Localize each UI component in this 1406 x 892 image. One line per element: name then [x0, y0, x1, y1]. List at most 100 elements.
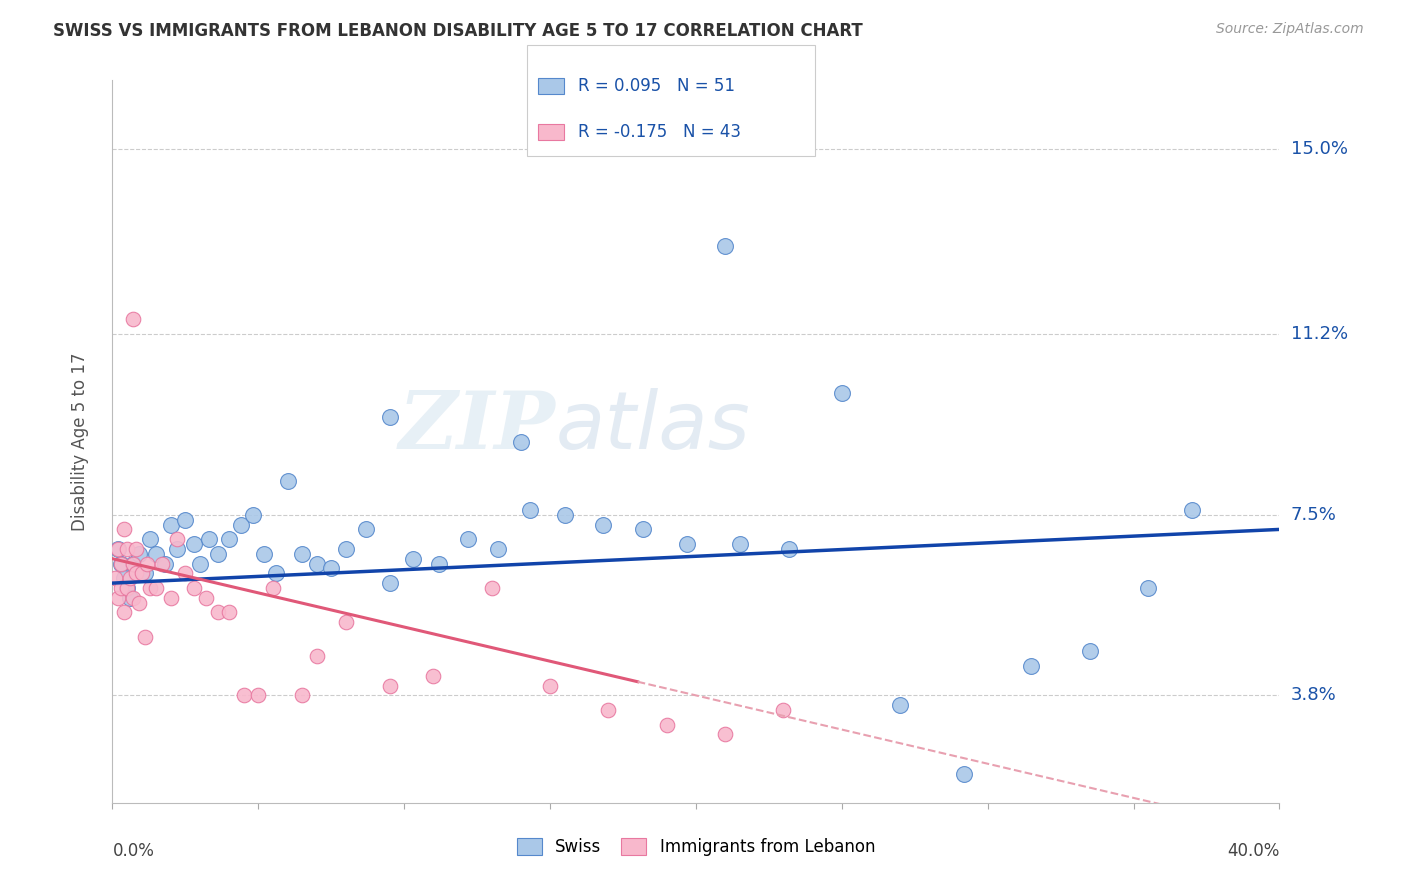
Point — [139, 532, 162, 546]
Text: 40.0%: 40.0% — [1227, 842, 1279, 860]
Point — [188, 557, 211, 571]
Point — [232, 689, 254, 703]
Point — [207, 547, 229, 561]
Point — [107, 541, 129, 556]
Legend: Swiss, Immigrants from Lebanon: Swiss, Immigrants from Lebanon — [517, 838, 875, 856]
Point — [115, 541, 138, 556]
Point — [110, 557, 132, 571]
Point — [218, 606, 240, 620]
Text: 0.0%: 0.0% — [112, 842, 155, 860]
Point — [107, 541, 129, 556]
Point — [538, 679, 561, 693]
Point — [422, 669, 444, 683]
Point — [247, 689, 270, 703]
Point — [118, 591, 141, 605]
Point — [115, 581, 138, 595]
Point — [1078, 644, 1101, 658]
Point — [276, 474, 298, 488]
Point — [305, 649, 328, 664]
Point — [655, 717, 678, 731]
Point — [486, 541, 509, 556]
Point — [378, 576, 401, 591]
Point — [378, 410, 401, 425]
Point — [110, 557, 132, 571]
Point — [122, 591, 145, 605]
Point — [145, 547, 167, 561]
Point — [831, 385, 853, 400]
Point — [264, 566, 287, 581]
Point — [676, 537, 699, 551]
Point — [291, 689, 314, 703]
Point — [335, 615, 357, 630]
Point — [104, 571, 127, 585]
Point — [115, 581, 138, 595]
Point — [402, 551, 425, 566]
Point — [207, 606, 229, 620]
Point — [1021, 659, 1043, 673]
Point — [509, 434, 531, 449]
Point — [122, 557, 145, 571]
Point — [1137, 581, 1160, 595]
Point — [112, 606, 135, 620]
Point — [153, 557, 176, 571]
Text: 3.8%: 3.8% — [1291, 687, 1336, 705]
Point — [335, 541, 357, 556]
Point — [118, 571, 141, 585]
Point — [598, 703, 620, 717]
Text: R = 0.095   N = 51: R = 0.095 N = 51 — [578, 77, 735, 95]
Point — [160, 517, 183, 532]
Point — [128, 596, 150, 610]
Point — [134, 566, 156, 581]
Point — [519, 503, 541, 517]
Point — [166, 532, 188, 546]
Point — [160, 591, 183, 605]
Point — [125, 541, 148, 556]
Point — [134, 630, 156, 644]
Text: ZIP: ZIP — [399, 388, 555, 466]
Point — [427, 557, 450, 571]
Point — [197, 532, 219, 546]
Point — [174, 513, 197, 527]
Point — [728, 537, 751, 551]
Point — [778, 541, 800, 556]
Point — [889, 698, 911, 713]
Point — [183, 537, 205, 551]
Y-axis label: Disability Age 5 to 17: Disability Age 5 to 17 — [70, 352, 89, 531]
Point — [218, 532, 240, 546]
Point — [321, 561, 343, 575]
Point — [714, 727, 737, 741]
Point — [953, 766, 976, 780]
Point — [291, 547, 314, 561]
Point — [633, 523, 655, 537]
Point — [145, 581, 167, 595]
Text: 11.2%: 11.2% — [1291, 326, 1348, 343]
Text: SWISS VS IMMIGRANTS FROM LEBANON DISABILITY AGE 5 TO 17 CORRELATION CHART: SWISS VS IMMIGRANTS FROM LEBANON DISABIL… — [53, 22, 863, 40]
Point — [136, 557, 159, 571]
Point — [166, 541, 188, 556]
Point — [229, 517, 252, 532]
Point — [592, 517, 614, 532]
Point — [356, 523, 378, 537]
Point — [128, 547, 150, 561]
Point — [253, 547, 276, 561]
Point — [122, 312, 145, 326]
Text: 7.5%: 7.5% — [1291, 506, 1337, 524]
Point — [183, 581, 205, 595]
Point — [112, 523, 135, 537]
Point — [131, 566, 153, 581]
Text: Source: ZipAtlas.com: Source: ZipAtlas.com — [1216, 22, 1364, 37]
Point — [125, 566, 148, 581]
Point — [150, 557, 173, 571]
Text: 15.0%: 15.0% — [1291, 140, 1347, 158]
Point — [262, 581, 284, 595]
Point — [1181, 503, 1204, 517]
Point — [481, 581, 503, 595]
Point — [107, 591, 129, 605]
Point — [772, 703, 794, 717]
Point — [174, 566, 197, 581]
Text: atlas: atlas — [555, 388, 751, 467]
Point — [242, 508, 264, 522]
Text: R = -0.175   N = 43: R = -0.175 N = 43 — [578, 122, 741, 141]
Point — [378, 679, 401, 693]
Point — [139, 581, 162, 595]
